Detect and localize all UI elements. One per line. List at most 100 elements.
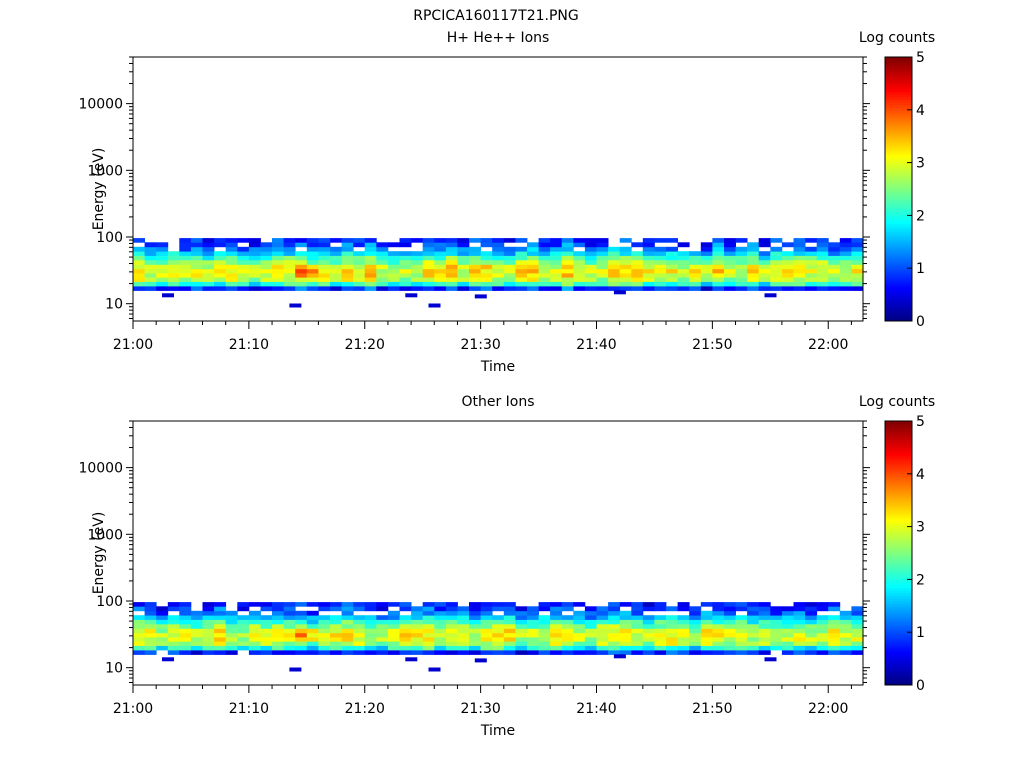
- heatmap-cell: [434, 615, 447, 620]
- colorbar-segment: [885, 671, 912, 675]
- heatmap-cell: [330, 264, 342, 270]
- heatmap-cell: [156, 632, 169, 638]
- colorbar-segment: [885, 191, 912, 195]
- heatmap-cell: [724, 255, 736, 261]
- heatmap-cell: [724, 242, 736, 248]
- heatmap-cell: [167, 623, 180, 629]
- heatmap-cell: [851, 264, 864, 270]
- heatmap-cell: [503, 628, 516, 634]
- heatmap-cell: [341, 636, 354, 642]
- heatmap-cell: [654, 272, 667, 278]
- heatmap-cell: [457, 650, 470, 655]
- colorbar-segment: [885, 302, 912, 306]
- heatmap-cell: [237, 641, 250, 646]
- heatmap-cell: [457, 636, 470, 642]
- heatmap-cell: [167, 259, 180, 265]
- colorbar-segment: [885, 497, 912, 501]
- heatmap-cell: [584, 259, 597, 265]
- heatmap-cell: [527, 286, 539, 291]
- heatmap-cell: [445, 632, 458, 638]
- heatmap-cell: [144, 242, 157, 248]
- heatmap-cell: [619, 615, 632, 620]
- heatmap-cell: [190, 272, 203, 278]
- heatmap-cell: [642, 602, 655, 607]
- heatmap-cell: [839, 650, 852, 655]
- colorbar-segment: [885, 154, 912, 158]
- heatmap-cell: [770, 281, 783, 287]
- heatmap-cell: [376, 281, 389, 287]
- heatmap-cell: [144, 632, 157, 638]
- heatmap-cell: [550, 636, 563, 642]
- heatmap-cell: [770, 606, 783, 612]
- heatmap-cell: [156, 606, 169, 612]
- heatmap-cell: [283, 632, 296, 638]
- heatmap-cell: [584, 281, 597, 287]
- heatmap-cell: [156, 628, 169, 634]
- heatmap-cell: [793, 619, 806, 625]
- heatmap-cell: [666, 238, 678, 243]
- heatmap-cell: [608, 272, 621, 278]
- heatmap-cell: [306, 602, 319, 607]
- heatmap-cell: [364, 264, 377, 270]
- heatmap-cell: [434, 251, 447, 256]
- heatmap-cell: [666, 615, 678, 620]
- heatmap-cell: [190, 610, 203, 616]
- x-tick-label: 22:00: [808, 701, 848, 717]
- heatmap-cell: [735, 246, 748, 252]
- heatmap-cell: [608, 636, 621, 642]
- heatmap-cell: [584, 242, 597, 248]
- heatmap-cell: [283, 281, 296, 287]
- heatmap-cell: [353, 632, 366, 638]
- heatmap-cell: [816, 251, 829, 256]
- heatmap-cell: [318, 242, 331, 248]
- colorbar-segment: [885, 508, 912, 512]
- heatmap-cell: [584, 272, 597, 278]
- heatmap-cell: [330, 255, 342, 261]
- heatmap-cell: [828, 615, 841, 620]
- colorbar-segment: [885, 447, 912, 451]
- heatmap-cell: [781, 277, 794, 282]
- heatmap-cell: [306, 641, 319, 646]
- heatmap-cell: [457, 277, 470, 282]
- heatmap-cell: [179, 641, 192, 646]
- heatmap-cell: [260, 264, 273, 270]
- heatmap-cell: [480, 602, 493, 607]
- heatmap-cell: [700, 264, 713, 270]
- heatmap-cell: [712, 628, 725, 634]
- heatmap-cell: [677, 264, 690, 270]
- heatmap-cell: [214, 264, 227, 270]
- heatmap-cell: [411, 650, 424, 655]
- heatmap-cell: [608, 606, 621, 612]
- heatmap-cell: [156, 259, 169, 265]
- heatmap-cell: [747, 259, 760, 265]
- heatmap-cell: [584, 619, 597, 625]
- colorbar-segment: [885, 655, 912, 660]
- heatmap-cell: [758, 259, 771, 265]
- heatmap-cell: [399, 650, 412, 655]
- heatmap-cell: [573, 238, 586, 243]
- heatmap-cell: [747, 281, 760, 287]
- plot-frame: [132, 56, 864, 322]
- heatmap-cell: [793, 636, 806, 642]
- heatmap-cell: [793, 268, 806, 274]
- colorbar-segment: [885, 611, 912, 615]
- heatmap-cell: [237, 636, 250, 642]
- heatmap-cell: [631, 606, 644, 612]
- heatmap-cell: [133, 251, 145, 256]
- heatmap-cell: [538, 650, 551, 655]
- x-axis-label: Time: [480, 723, 515, 739]
- heatmap-cell: [747, 264, 760, 270]
- heatmap-cell: [480, 281, 493, 287]
- heatmap-cell: [469, 619, 481, 625]
- heatmap-cell: [770, 623, 783, 629]
- heatmap-cell: [289, 667, 302, 672]
- colorbar-segment: [885, 629, 912, 633]
- heatmap-cell: [619, 619, 632, 625]
- heatmap-cell: [156, 242, 169, 248]
- heatmap-cell: [816, 238, 829, 243]
- heatmap-cell: [474, 294, 487, 299]
- heatmap-cell: [642, 623, 655, 629]
- heatmap-cell: [434, 286, 447, 291]
- heatmap-cell: [202, 251, 215, 256]
